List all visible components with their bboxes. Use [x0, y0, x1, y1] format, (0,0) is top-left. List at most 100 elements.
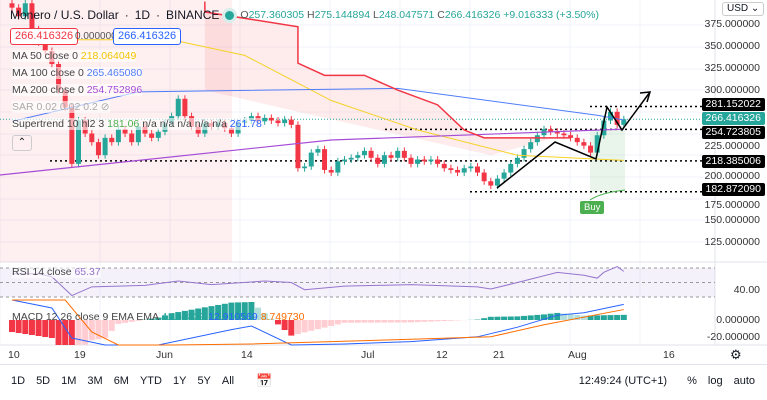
- macd-histogram-bar: [321, 320, 328, 328]
- currency-select[interactable]: USD ⌄: [722, 2, 765, 16]
- supertrend-line: [204, 1, 571, 139]
- macd-histogram-bar: [235, 302, 242, 320]
- level-price-tag: 182.872090: [701, 183, 765, 196]
- ma50-legend[interactable]: MA 50 close 0 218.064049: [12, 50, 137, 62]
- candle: [302, 166, 308, 169]
- symbol-title[interactable]: Monero / U.S. Dollar: [10, 8, 119, 22]
- macd-histogram-bar: [487, 316, 494, 320]
- range-5y[interactable]: 5Y: [197, 374, 211, 387]
- macd-histogram-bar: [600, 315, 607, 320]
- macd-histogram-bar: [102, 320, 109, 338]
- sar-legend[interactable]: SAR 0.02 0.02 0.2 ⊘: [12, 101, 110, 113]
- range-all[interactable]: All: [221, 374, 235, 387]
- date-tick: Aug: [568, 349, 587, 361]
- macd-histogram-bar: [228, 302, 235, 320]
- macd-histogram-bar: [155, 317, 162, 320]
- percent-toggle[interactable]: %: [687, 374, 697, 387]
- ma100-legend[interactable]: MA 100 close 0 265.465080: [12, 67, 143, 79]
- macd-histogram-bar: [122, 320, 129, 323]
- candle: [381, 155, 387, 164]
- macd-histogram-bar: [281, 320, 288, 330]
- range-3m[interactable]: 3M: [87, 374, 103, 387]
- macd-histogram-bar: [541, 314, 547, 320]
- candle: [608, 111, 613, 121]
- range-6m[interactable]: 6M: [113, 374, 129, 387]
- macd-histogram-bar: [15, 320, 22, 333]
- indicator-tick: 40.00: [733, 284, 760, 296]
- price-tick: 200.000000: [704, 170, 760, 182]
- candle: [408, 157, 414, 164]
- price-tick: 350.000000: [704, 40, 760, 52]
- candle: [228, 128, 234, 134]
- candle: [415, 159, 421, 164]
- macd-histogram-bar: [261, 313, 268, 320]
- candle: [455, 169, 461, 173]
- settings-gear-icon[interactable]: ⚙: [730, 347, 742, 362]
- price-tick: 175.000000: [704, 199, 760, 211]
- macd-histogram-bar: [388, 320, 395, 323]
- macd-histogram-bar: [527, 315, 534, 320]
- macd-histogram-bar: [354, 320, 361, 323]
- candle: [488, 181, 494, 186]
- macd-histogram-bar: [175, 312, 182, 320]
- candle: [395, 150, 401, 158]
- macd-histogram-bar: [28, 320, 35, 335]
- collapse-legend-button[interactable]: ⌃: [12, 135, 32, 151]
- range-5d[interactable]: 5D: [36, 374, 51, 387]
- candle: [76, 120, 81, 164]
- candle: [335, 161, 341, 173]
- macd-histogram-bar: [294, 320, 301, 334]
- candle: [195, 126, 201, 134]
- candle: [494, 178, 500, 186]
- macd-legend[interactable]: MACD 12 26 close 9 EMA EMA 4.160839 12.9…: [12, 311, 305, 323]
- date-tick: 16: [663, 349, 675, 361]
- macd-histogram-bar: [288, 320, 295, 336]
- log-toggle[interactable]: log: [707, 374, 723, 387]
- candle: [275, 120, 281, 124]
- interval[interactable]: 1D: [134, 8, 151, 22]
- supertrend-legend[interactable]: Supertrend 10 hl2 3 181.06 n/a n/a n/a n…: [12, 118, 262, 130]
- macd-histogram-bar: [368, 320, 375, 323]
- price-tick: 125.000000: [704, 236, 760, 248]
- candle: [475, 166, 480, 173]
- macd-histogram-bar: [394, 320, 401, 323]
- macd-histogram-bar: [494, 316, 501, 320]
- spread: 0.000000: [75, 31, 117, 42]
- candle: [288, 119, 294, 125]
- rsi-legend[interactable]: RSI 14 close 65.37: [12, 266, 101, 278]
- candle: [135, 126, 141, 143]
- date-tick: Jun: [156, 349, 173, 361]
- macd-histogram-bar: [35, 320, 42, 336]
- range-1d[interactable]: 1D: [11, 374, 26, 387]
- goto-date-icon[interactable]: 📅: [256, 372, 273, 388]
- level-price-tag: 281.152022: [701, 98, 765, 111]
- price-tick: 300.000000: [704, 84, 760, 96]
- candle: [614, 111, 620, 125]
- macd-histogram-bar: [574, 314, 581, 320]
- macd-histogram-bar: [55, 320, 62, 345]
- candle: [295, 124, 301, 169]
- candle: [421, 159, 427, 162]
- candle: [16, 7, 22, 17]
- candle: [348, 157, 354, 160]
- auto-toggle[interactable]: auto: [733, 374, 755, 387]
- candle: [548, 129, 554, 132]
- sell-button[interactable]: 266.416326: [10, 28, 79, 45]
- range-1y[interactable]: 1Y: [172, 374, 187, 387]
- ma200-legend[interactable]: MA 200 close 0 254.752896: [12, 84, 143, 96]
- range-1m[interactable]: 1M: [61, 374, 77, 387]
- candle: [441, 163, 447, 169]
- arrow-head-icon: [639, 91, 652, 103]
- level-price-tag: 254.723805: [701, 126, 765, 139]
- hidden-eye-icon[interactable]: ⊘: [100, 101, 110, 113]
- macd-histogram-bar: [135, 320, 142, 321]
- candle: [448, 168, 454, 170]
- range-ytd[interactable]: YTD: [139, 374, 162, 387]
- macd-histogram-bar: [22, 320, 29, 334]
- buy-button[interactable]: 266.416326: [113, 28, 182, 45]
- macd-histogram-bar: [128, 320, 135, 322]
- candle: [89, 133, 95, 143]
- macd-histogram-bar: [521, 315, 528, 320]
- candle: [122, 129, 128, 134]
- candle: [554, 131, 560, 134]
